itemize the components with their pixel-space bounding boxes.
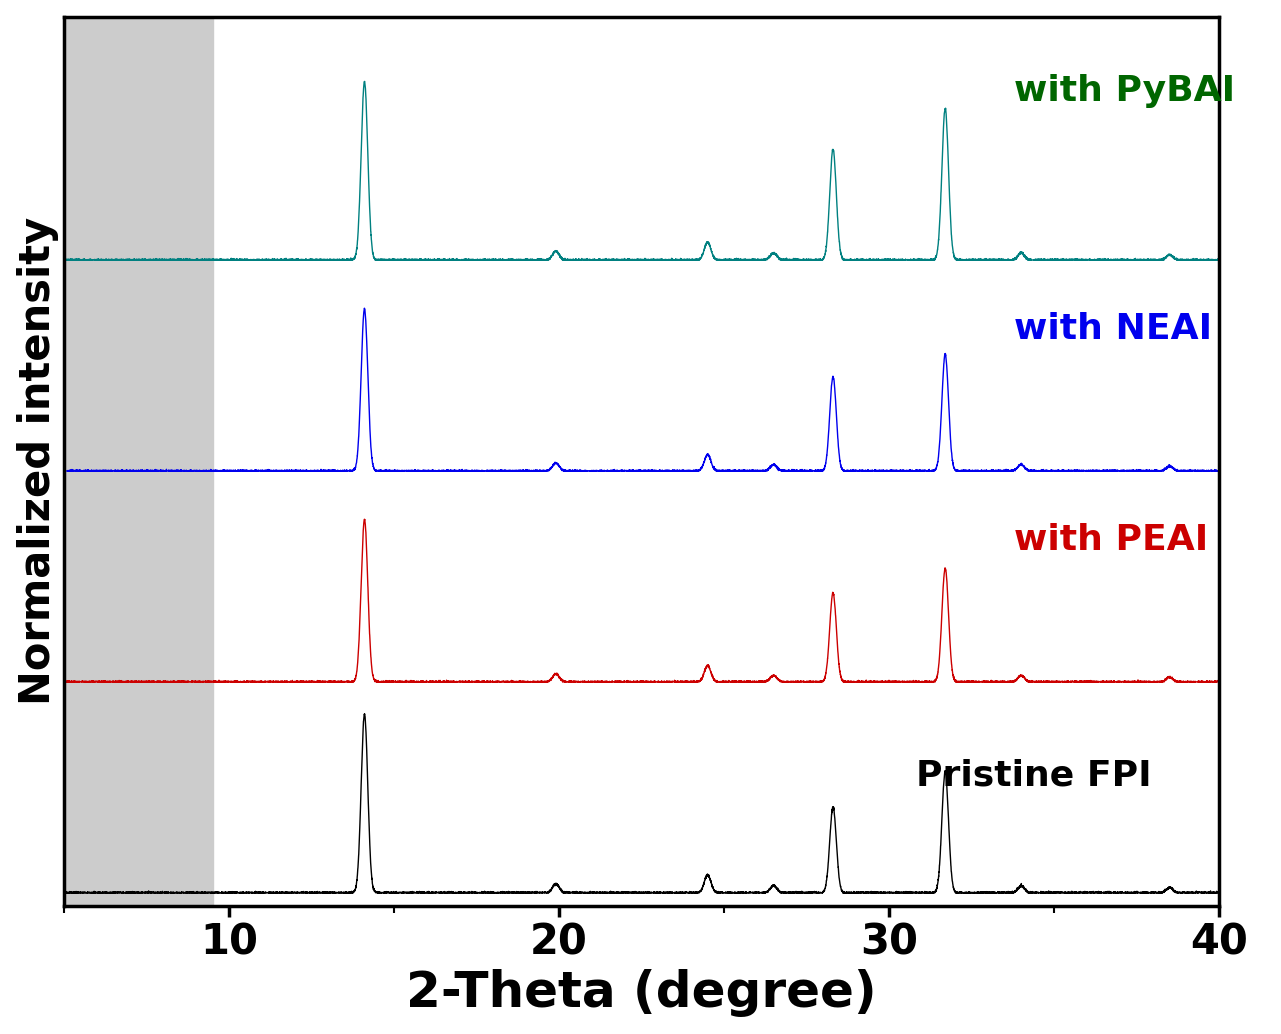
Text: with NEAI: with NEAI [1015,312,1213,346]
X-axis label: 2-Theta (degree): 2-Theta (degree) [406,969,877,1017]
Y-axis label: Normalized intensity: Normalized intensity [17,217,59,705]
Text: with PEAI: with PEAI [1015,523,1209,557]
Text: with PyBAI: with PyBAI [1015,73,1236,108]
Text: Pristine FPI: Pristine FPI [916,758,1152,792]
Bar [64,17,213,906]
